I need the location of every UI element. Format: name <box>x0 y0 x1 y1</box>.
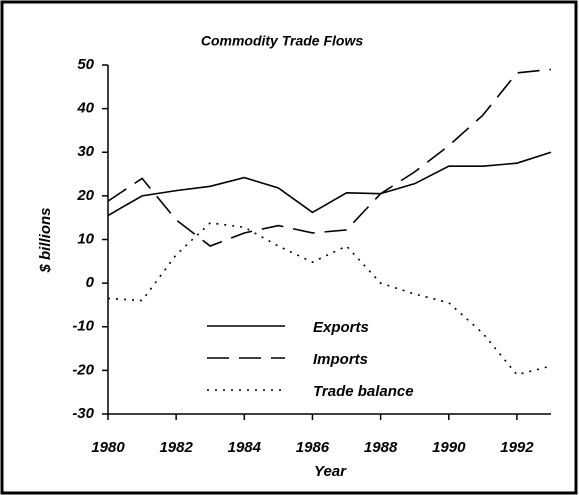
y-tick-label: -30 <box>72 405 94 422</box>
x-tick-label: 1988 <box>364 439 398 456</box>
series-line <box>107 151 552 217</box>
x-tick-label: 1980 <box>91 439 125 456</box>
y-tick-label: 40 <box>76 100 94 117</box>
y-tick-label: -20 <box>72 361 94 378</box>
y-tick-label: 10 <box>77 230 94 247</box>
y-tick-label: 50 <box>77 56 94 73</box>
legend-label: Exports <box>313 319 369 336</box>
series-line <box>107 68 552 247</box>
x-tick-label: 1986 <box>296 439 330 456</box>
x-tick-label: 1992 <box>500 439 534 456</box>
y-tick-label: 30 <box>77 143 94 160</box>
x-tick-label: 1982 <box>159 439 193 456</box>
x-tick-label: 1990 <box>432 439 466 456</box>
y-tick-label: 20 <box>76 187 94 204</box>
y-tick-label: 0 <box>86 274 95 291</box>
x-axis-label: Year <box>314 463 347 480</box>
y-tick-label: -10 <box>72 318 94 335</box>
x-tick-label: 1984 <box>228 439 262 456</box>
chart-title: Commodity Trade Flows <box>201 33 364 49</box>
legend-label: Imports <box>313 351 368 368</box>
y-axis-label: $ billions <box>37 207 54 273</box>
legend-label: Trade balance <box>313 383 414 400</box>
